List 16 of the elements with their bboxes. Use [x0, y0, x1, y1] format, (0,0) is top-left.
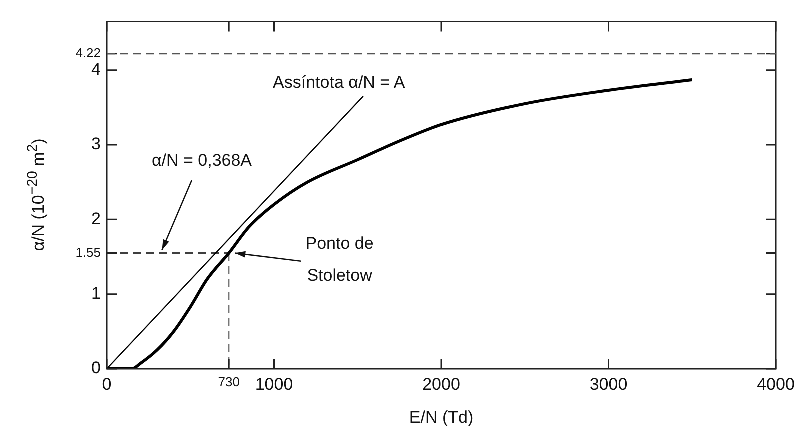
x-tick-label: 3000: [590, 374, 628, 394]
annotation: Ponto de Stoletow: [304, 232, 375, 287]
y-tick-label: 0: [92, 358, 101, 378]
y-tick-label: 3: [92, 134, 101, 154]
x-tick-label: 1000: [255, 374, 294, 394]
annotation: Assíntota α/N = A: [273, 72, 406, 93]
y-tick-label: 4: [92, 60, 101, 80]
x-tick-label: 4000: [757, 374, 795, 394]
annotation: α/N = 0,368A: [152, 151, 252, 172]
x-tick-label: 730: [218, 374, 240, 390]
y-tick-label: 2: [92, 209, 101, 228]
x-tick-label: 2000: [422, 374, 460, 394]
x-axis-title: E/N (Td): [409, 408, 474, 428]
y-tick-label: 4.22: [76, 45, 101, 60]
y-tick-label: 1: [92, 284, 101, 304]
y-tick-label: 1.55: [76, 244, 101, 260]
